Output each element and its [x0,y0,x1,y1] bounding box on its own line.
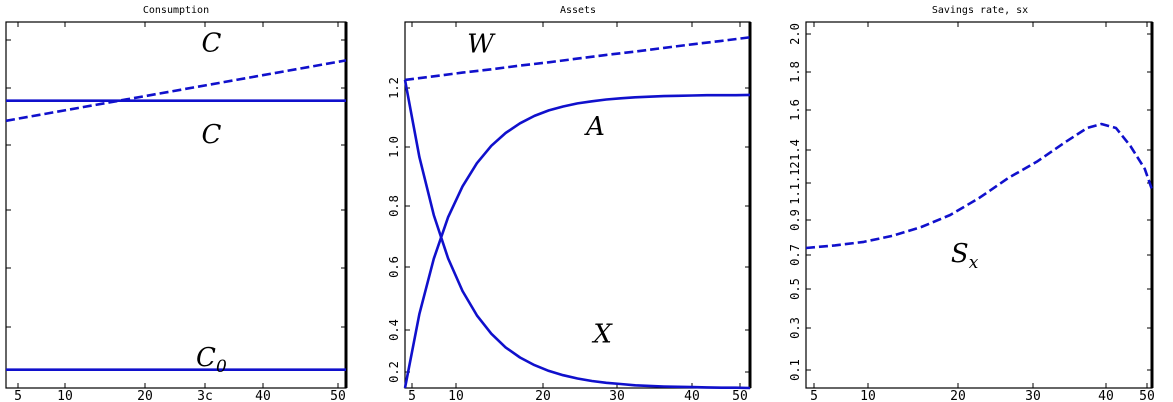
curve-label: C [201,28,221,58]
y-tick-label: 0.2 [387,361,401,383]
series-line-1 [404,36,751,82]
series-line-3 [403,79,751,390]
panel-title: Consumption [143,5,209,16]
x-tick-label: 3с [197,389,213,402]
panel-title: Assets [560,5,596,16]
x-tick-label: 5 [810,389,818,402]
x-tick-label: 40 [255,389,271,402]
x-tick-label: 10 [448,389,464,402]
y-tick-label: 2.0 [788,23,802,45]
y-tick-label: 1.0 [387,136,401,158]
y-tick-label: 0.7 [788,244,802,266]
x-tick-label: 40 [684,389,700,402]
series-line-1 [5,59,347,123]
x-tick-label: 5 [408,389,416,402]
series-line-2 [403,93,751,389]
series-line-1 [805,122,1154,250]
x-tick-label: 30 [609,389,625,402]
y-tick-label: 0.3 [788,317,802,339]
x-tick-label: 50 [732,389,748,402]
y-tick-label: 1.6 [788,99,802,121]
chart-panel-1: Consumption 5 10 20 3с 40 50 C C C0 [5,5,348,402]
y-tick-label: 0.4 [387,319,401,341]
x-tick-label: 50 [330,389,346,402]
chart-panel-3: Savings rate, sx 5 10 20 30 40 50 0.1 0.3 0.5 0.7 0… [788,5,1155,402]
curve-label: C [201,120,221,150]
y-tick-label: 0.9 [788,209,802,231]
curve-label: A [584,112,605,142]
y-tick-label: 1.8 [788,61,802,83]
x-tick-label: 5 [14,389,22,402]
panel-title: Savings rate, sx [932,5,1028,16]
chart-panel-2: Assets 5 10 20 30 40 50 0.2 0.4 0.6 0.8 1.0 1.2 W A X [387,5,752,402]
x-tick-label: 20 [535,389,551,402]
y-tick-label: 1.4 [788,139,802,161]
curve-label: Sx [951,239,979,273]
x-tick-label: 10 [860,389,876,402]
x-tick-label: 10 [57,389,73,402]
y-tick-label: 1.1.12 [788,161,802,204]
curve-label: W [467,30,496,60]
x-tick-label: 50 [1139,389,1155,402]
x-tick-label: 20 [137,389,153,402]
y-tick-label: 0.8 [387,195,401,217]
plot-frame [805,21,1153,389]
x-tick-label: 40 [1098,389,1114,402]
y-tick-label: 0.1 [788,359,802,381]
y-tick-label: 0.6 [387,256,401,278]
curve-label: C0 [196,343,227,377]
x-tick-label: 30 [1025,389,1041,402]
x-tick-label: 20 [950,389,966,402]
curve-label: X [591,319,613,349]
y-tick-label: 1.2 [387,77,401,99]
y-tick-label: 0.5 [788,278,802,300]
plot-frame [404,21,751,389]
plot-frame [5,21,347,389]
